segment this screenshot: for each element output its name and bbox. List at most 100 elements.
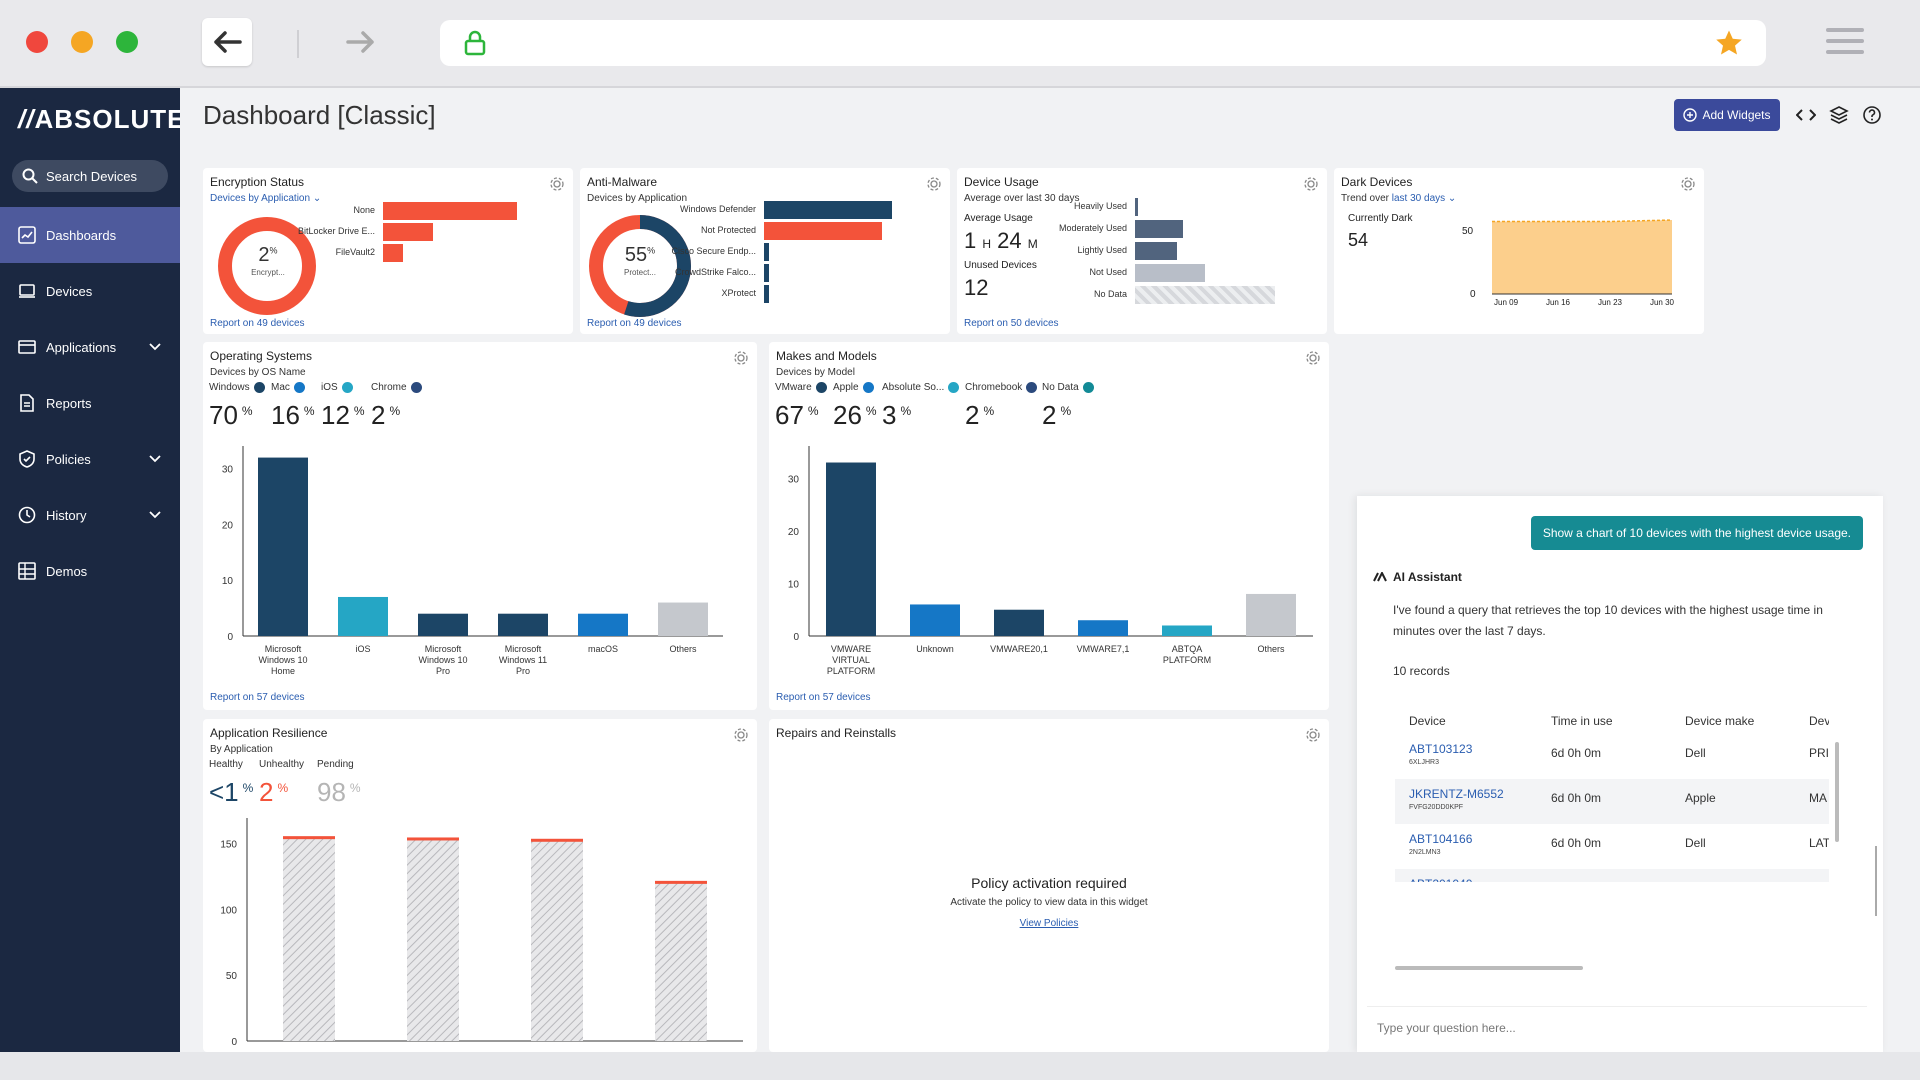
address-bar[interactable] [440,20,1766,66]
device-link[interactable]: ABT201040 [1409,877,1472,882]
bar[interactable] [418,613,468,636]
bar[interactable] [658,602,708,636]
forward-button[interactable] [336,18,386,66]
operating-systems-widget: Operating Systems Devices by OS Name Win… [203,342,757,710]
sidebar-item-applications[interactable]: Applications [0,319,180,375]
y-tick-label: 0 [227,632,233,643]
view-policies-link[interactable]: View Policies [1019,918,1079,929]
bar[interactable] [826,462,876,636]
y-tick: 0 [1470,289,1476,300]
bar[interactable] [531,839,583,1041]
report-link[interactable]: Report on 50 devices [964,318,1059,329]
layers-button[interactable] [1826,102,1852,128]
sidebar-item-label: Devices [46,283,93,299]
resilience-bar-chart: 0 50 100 150 [220,818,743,1048]
x-tick: Jun 23 [1597,298,1622,307]
column-header-extra[interactable]: Devi [1809,714,1829,728]
legend-percentage: 16% [271,400,315,430]
trend-selector[interactable]: Trend over last 30 days ⌄ [1341,193,1457,204]
browser-menu-button[interactable] [1826,28,1864,58]
bar[interactable] [258,457,308,636]
bar [383,202,517,220]
bar [383,244,404,262]
legend-percentage: 12% [321,400,365,430]
gear-icon[interactable] [926,176,942,192]
device-link[interactable]: ABT103123 [1409,742,1473,756]
devices-by-application-dropdown[interactable]: Devices by Application ⌄ [210,193,322,204]
bar[interactable] [655,881,707,1041]
gear-icon[interactable] [733,727,749,743]
bar[interactable] [1162,625,1212,636]
search-devices-button[interactable]: Search Devices [12,160,168,192]
report-link[interactable]: Report on 57 devices [776,692,871,703]
donut-value: 55% [624,244,656,266]
donut-label: Protect... [623,268,656,277]
sidebar-item-policies[interactable]: Policies [0,431,180,487]
x-tick-label: Microsoft Windows 10 Pro [418,644,467,676]
add-widgets-button[interactable]: Add Widgets [1674,99,1780,131]
table-row[interactable]: ABT103123 6XLJHR3 6d 0h 0m Dell PRI [1395,734,1829,779]
table-row[interactable]: JKRENTZ-M6552 FVFG20DD0KPF 6d 0h 0m Apple MA [1395,779,1829,824]
bar[interactable] [407,838,459,1041]
bar[interactable] [338,596,388,636]
gear-icon[interactable] [1305,350,1321,366]
minimize-window-button[interactable] [71,31,93,53]
bar [1135,198,1138,216]
bar[interactable] [910,604,960,636]
bar [1135,220,1183,238]
code-view-button[interactable] [1793,102,1819,128]
gear-icon[interactable] [1680,176,1696,192]
gear-icon[interactable] [549,176,565,192]
device-link[interactable]: JKRENTZ-M6552 [1409,787,1504,801]
bookmark-star-icon[interactable] [1714,28,1744,63]
column-header-device[interactable]: Device [1409,714,1446,728]
horizontal-scrollbar[interactable] [1395,966,1583,970]
y-tick-label: 10 [788,579,800,590]
panel-scrollbar[interactable] [1875,846,1877,916]
bar-label: FileVault2 [335,247,375,257]
sidebar-item-dashboards[interactable]: Dashboards [0,207,180,263]
sidebar-item-demos[interactable]: Demos [0,543,180,599]
y-tick-label: 20 [222,520,234,531]
legend-item: VMware [775,382,827,393]
device-link[interactable]: ABT104166 [1409,832,1473,846]
bar[interactable] [498,613,548,636]
table-row[interactable]: ABT104166 2N2LMN3 6d 0h 0m Dell LAT [1395,824,1829,869]
column-header-time[interactable]: Time in use [1551,714,1613,728]
bar [383,223,433,241]
bar[interactable] [994,609,1044,636]
legend-percentage: 67% [775,400,819,430]
y-tick-label: 30 [222,465,234,476]
sidebar-item-devices[interactable]: Devices [0,263,180,319]
bar[interactable] [578,613,628,636]
bar[interactable] [1078,620,1128,636]
main-content: Dashboard [Classic] Add Widgets Encrypti… [180,88,1920,1052]
gear-icon[interactable] [1305,727,1321,743]
column-header-make[interactable]: Device make [1685,714,1755,728]
help-button[interactable] [1859,102,1885,128]
anti-malware-donut [589,215,691,317]
widget-subtitle: Devices by Application [587,193,688,204]
report-link[interactable]: Report on 57 devices [210,692,305,703]
back-button[interactable] [202,18,252,66]
bar[interactable] [1246,593,1296,636]
report-link[interactable]: Report on 49 devices [210,318,305,329]
currently-dark-label: Currently Dark [1348,213,1413,224]
donut-label: Encrypt... [251,268,285,277]
maximize-window-button[interactable] [116,31,138,53]
help-icon [1863,106,1881,124]
sidebar-item-history[interactable]: History [0,487,180,543]
bar[interactable] [283,837,335,1041]
vertical-scrollbar[interactable] [1835,742,1839,842]
sidebar-item-reports[interactable]: Reports [0,375,180,431]
y-tick-label: 30 [788,474,800,485]
report-link[interactable]: Report on 49 devices [587,318,682,329]
bar [764,222,882,240]
gear-icon[interactable] [1303,176,1319,192]
close-window-button[interactable] [26,31,48,53]
widget-subtitle: Devices by Model [776,367,855,378]
ai-question-input[interactable]: Type your question here... [1367,1006,1867,1046]
results-table: Device Time in use Device make Devi ABT1… [1395,704,1829,882]
gear-icon[interactable] [733,350,749,366]
